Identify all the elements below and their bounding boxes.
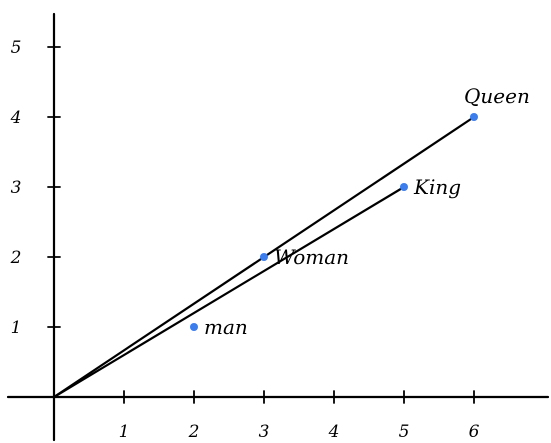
tick-marks [47,46,475,404]
y-tick-label: 1 [11,318,22,338]
y-tick-label: 4 [10,108,22,128]
point-label-king: King [413,175,461,199]
x-tick-label: 4 [328,422,340,442]
x-tick-label: 3 [259,422,270,442]
vector-line-king [52,185,406,399]
point-queen [470,113,478,121]
tick-labels: 1 2 3 4 5 6 1 2 3 4 5 [10,38,480,442]
point-label-woman: Woman [274,245,349,269]
y-tick-label: 3 [11,178,22,198]
x-tick-label: 5 [399,422,410,442]
point-label-man: man [204,315,248,339]
y-tick-label: 5 [11,38,22,58]
x-tick-label: 2 [188,422,200,442]
point-man [190,323,198,331]
x-tick-label: 6 [469,422,480,442]
x-tick-label: 1 [119,422,130,442]
point-king [400,183,408,191]
point-label-queen: Queen [464,84,530,108]
y-tick-label: 2 [10,248,22,268]
point-woman [260,253,268,261]
data-points: man Woman King Queen [190,84,530,339]
